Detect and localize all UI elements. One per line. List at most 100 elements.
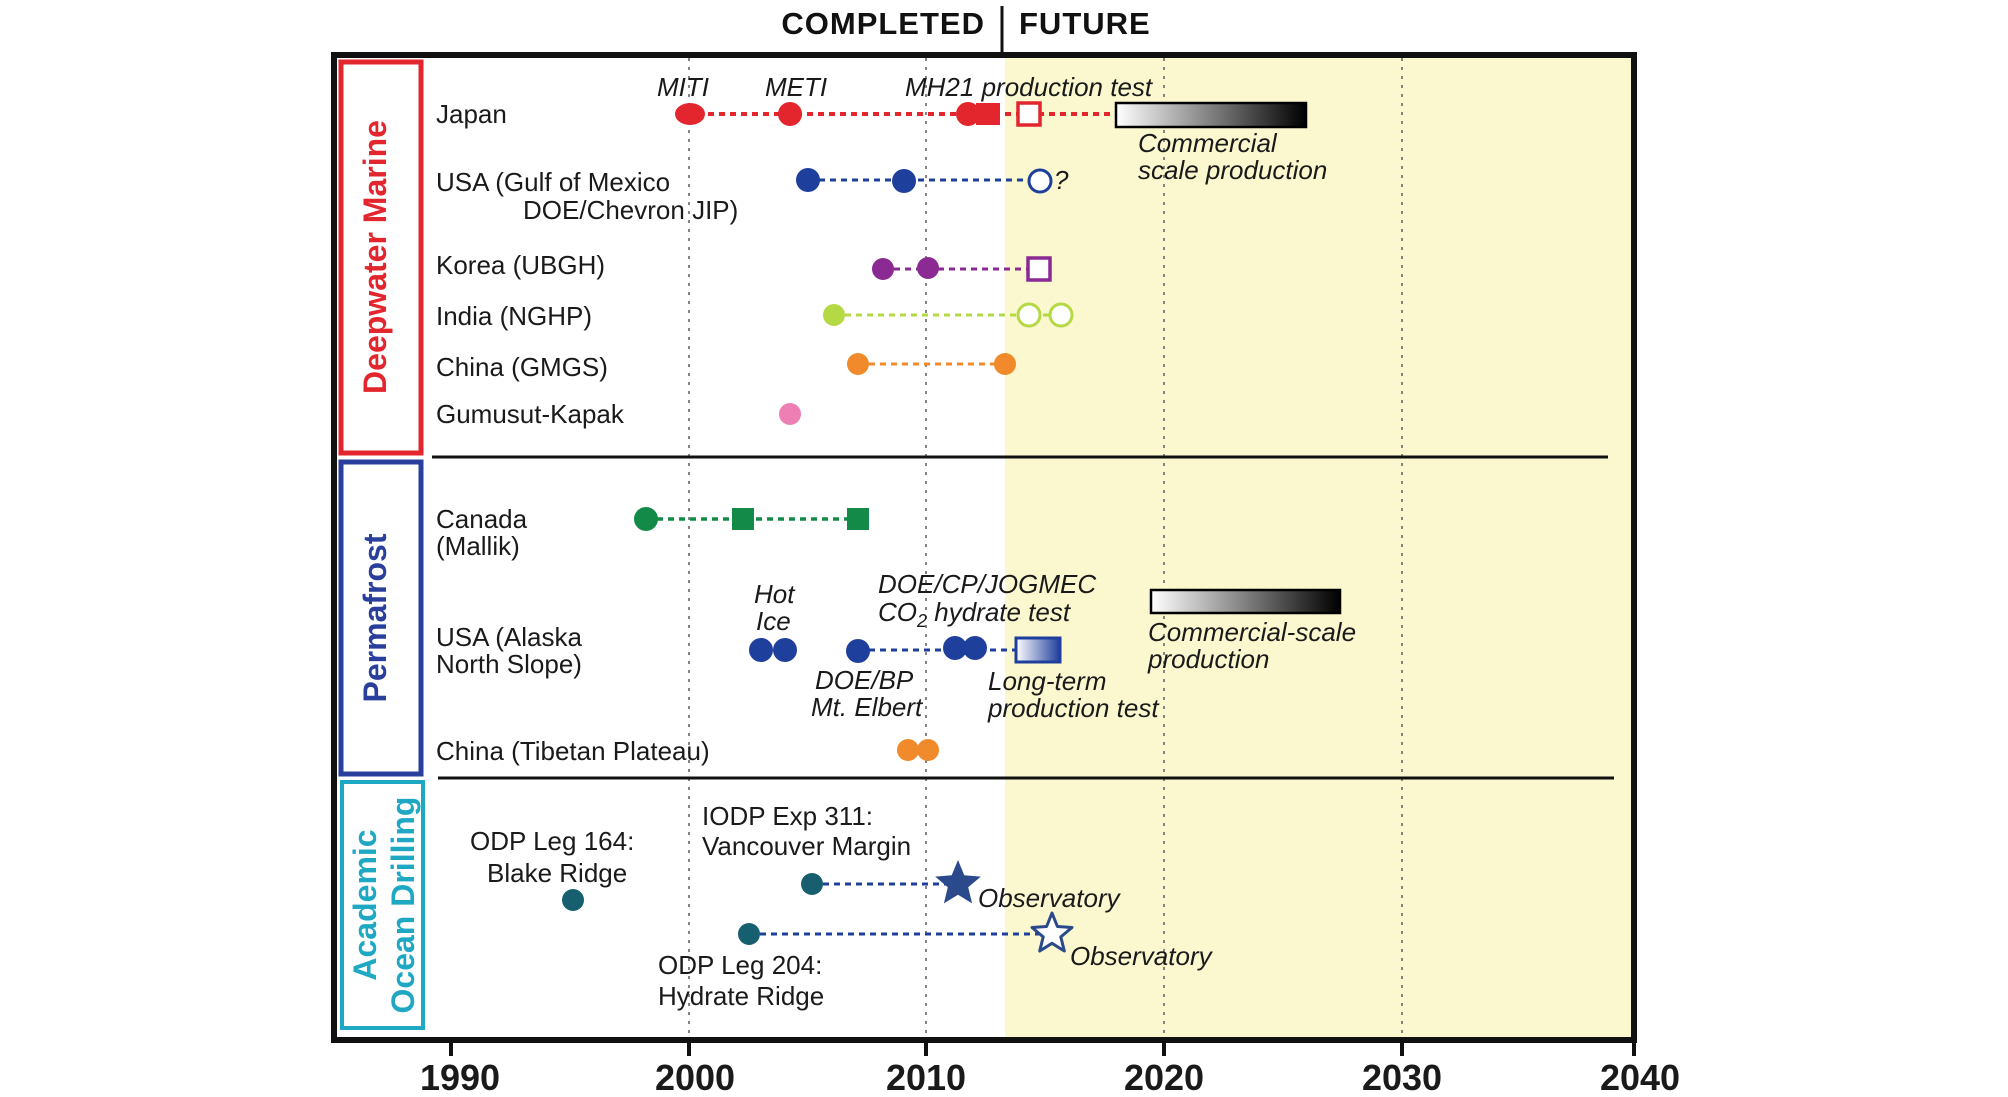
commercial-scale-label-2: production <box>1147 644 1269 674</box>
long-term-test-bar <box>1014 636 1062 664</box>
ocean-drilling-label: Ocean Drilling <box>385 797 421 1014</box>
india-marker-open-2 <box>1048 302 1074 328</box>
row-label-korea: Korea (UBGH) <box>436 250 605 280</box>
co2-hydrate-label: CO2 hydrate test <box>878 597 1072 631</box>
permafrost-label: Permafrost <box>357 533 393 702</box>
row-label-usa-gom-1: USA (Gulf of Mexico <box>436 167 670 197</box>
odp-164-marker <box>562 889 584 911</box>
tick-label-2040: 2040 <box>1600 1057 1680 1097</box>
india-timeline <box>823 302 1074 328</box>
deepwater-marine-box <box>338 59 424 456</box>
usa-gom-timeline: ? <box>796 165 1069 195</box>
hydrate-test-text: hydrate test <box>927 597 1072 627</box>
china-gmgs-timeline <box>847 353 1016 375</box>
canada-timeline <box>634 507 869 531</box>
row-label-usa-gom-2: DOE/Chevron JIP) <box>523 195 738 225</box>
row-label-canada-2: (Mallik) <box>436 531 520 561</box>
commercial-scale-label-1: Commercial-scale <box>1148 617 1356 647</box>
canada-marker-1998 <box>634 507 658 531</box>
korea-square-open <box>1026 256 1052 282</box>
academic-ocean-drilling-box <box>340 780 425 1030</box>
mh21-label: MH21 production test <box>905 72 1154 102</box>
commercial-label-1: Commercial <box>1138 128 1278 158</box>
row-label-canada-1: Canada <box>436 504 528 534</box>
tick-label-2000: 2000 <box>655 1057 735 1097</box>
japan-timeline: MITI METI MH21 production test Commercia… <box>657 72 1327 185</box>
china-tibet-marker-1 <box>897 739 919 761</box>
hot-ice-marker-2 <box>773 638 797 662</box>
doe-cp-jogmec-label: DOE/CP/JOGMEC <box>878 569 1096 599</box>
gumusut-marker <box>779 403 801 425</box>
iodp-311-label-2: Vancouver Margin <box>702 831 911 861</box>
odp-204-label-1: ODP Leg 204: <box>658 950 822 980</box>
mt-elbert-label: Mt. Elbert <box>811 692 924 722</box>
diagram-frame <box>331 52 1637 1043</box>
india-marker-2006 <box>823 304 845 326</box>
co2-test-marker-2 <box>963 636 987 660</box>
japan-mh21-square-filled <box>976 103 1000 125</box>
korea-timeline <box>872 256 1052 282</box>
long-term-label-1: Long-term <box>988 666 1107 696</box>
tick-label-2020: 2020 <box>1124 1057 1204 1097</box>
japan-marker-2012 <box>956 102 980 126</box>
alaska-timeline: Hot Ice DOE/CP/JOGMEC CO2 hydrate test D… <box>749 569 1356 723</box>
odp-204-observatory-star <box>1030 911 1074 953</box>
tick-label-2010: 2010 <box>886 1057 966 1097</box>
decade-gridlines <box>688 58 1403 1040</box>
japan-miti-marker <box>675 103 705 125</box>
meti-label: METI <box>765 72 827 102</box>
canada-square-2002 <box>732 508 754 530</box>
hot-label: Hot <box>754 579 796 609</box>
academic-label: Academic <box>347 829 383 980</box>
ice-label: Ice <box>756 606 791 636</box>
alaska-commercial-bar <box>1149 588 1342 615</box>
miti-label: MITI <box>657 72 709 102</box>
co2-text: CO <box>878 597 917 627</box>
china-tibet-marker-2 <box>917 739 939 761</box>
iodp-311-observatory-star <box>935 860 981 904</box>
japan-meti-marker <box>778 102 802 126</box>
future-region <box>1005 58 1637 1040</box>
odp-164-label-1: ODP Leg 164: <box>470 826 634 856</box>
tick-label-2030: 2030 <box>1362 1057 1442 1097</box>
row-label-gumusut: Gumusut-Kapak <box>436 399 625 429</box>
korea-marker-2007 <box>872 258 894 280</box>
hot-ice-marker-1 <box>749 638 773 662</box>
observatory-label-2: Observatory <box>1070 941 1214 971</box>
row-labels: Japan USA (Gulf of Mexico DOE/Chevron JI… <box>436 99 738 766</box>
iodp-311-label-1: IODP Exp 311: <box>702 801 873 831</box>
row-label-japan: Japan <box>436 99 507 129</box>
row-label-alaska-2: North Slope) <box>436 649 582 679</box>
china-gmgs-marker-2013 <box>994 353 1016 375</box>
japan-commercial-bar <box>1114 101 1308 129</box>
korea-marker-2010 <box>917 257 939 279</box>
co2-test-marker-1 <box>943 636 967 660</box>
permafrost-box <box>338 459 424 777</box>
doe-bp-label: DOE/BP <box>815 665 914 695</box>
long-term-label-2: production test <box>987 693 1160 723</box>
completed-label: COMPLETED <box>781 6 985 41</box>
tick-label-1990: 1990 <box>420 1057 500 1097</box>
deepwater-marine-label: Deepwater Marine <box>357 120 393 394</box>
row-label-india: India (NGHP) <box>436 301 592 331</box>
commercial-label-2: scale production <box>1138 155 1327 185</box>
india-marker-open-1 <box>1016 302 1042 328</box>
row-label-china-tibet: China (Tibetan Plateau) <box>436 736 710 766</box>
observatory-label-1: Observatory <box>978 883 1122 913</box>
x-axis: 1990 2000 2010 2020 2030 2040 <box>420 1040 1680 1097</box>
usa-gom-marker-2005 <box>796 168 820 192</box>
china-tibet-timeline <box>897 739 939 761</box>
question-mark: ? <box>1054 165 1069 195</box>
canada-square-2007 <box>847 508 869 530</box>
future-label: FUTURE <box>1019 6 1151 41</box>
usa-gom-marker-open <box>1027 168 1053 194</box>
co2-subscript: 2 <box>916 611 927 631</box>
japan-mh21-square-open <box>1016 101 1042 127</box>
odp-204-marker <box>738 923 760 945</box>
odp-204-label-2: Hydrate Ridge <box>658 981 824 1011</box>
odp-164-label-2: Blake Ridge <box>487 858 627 888</box>
row-label-alaska-1: USA (Alaska <box>436 622 582 652</box>
china-gmgs-marker-2007 <box>847 353 869 375</box>
usa-gom-marker-2009 <box>892 169 916 193</box>
